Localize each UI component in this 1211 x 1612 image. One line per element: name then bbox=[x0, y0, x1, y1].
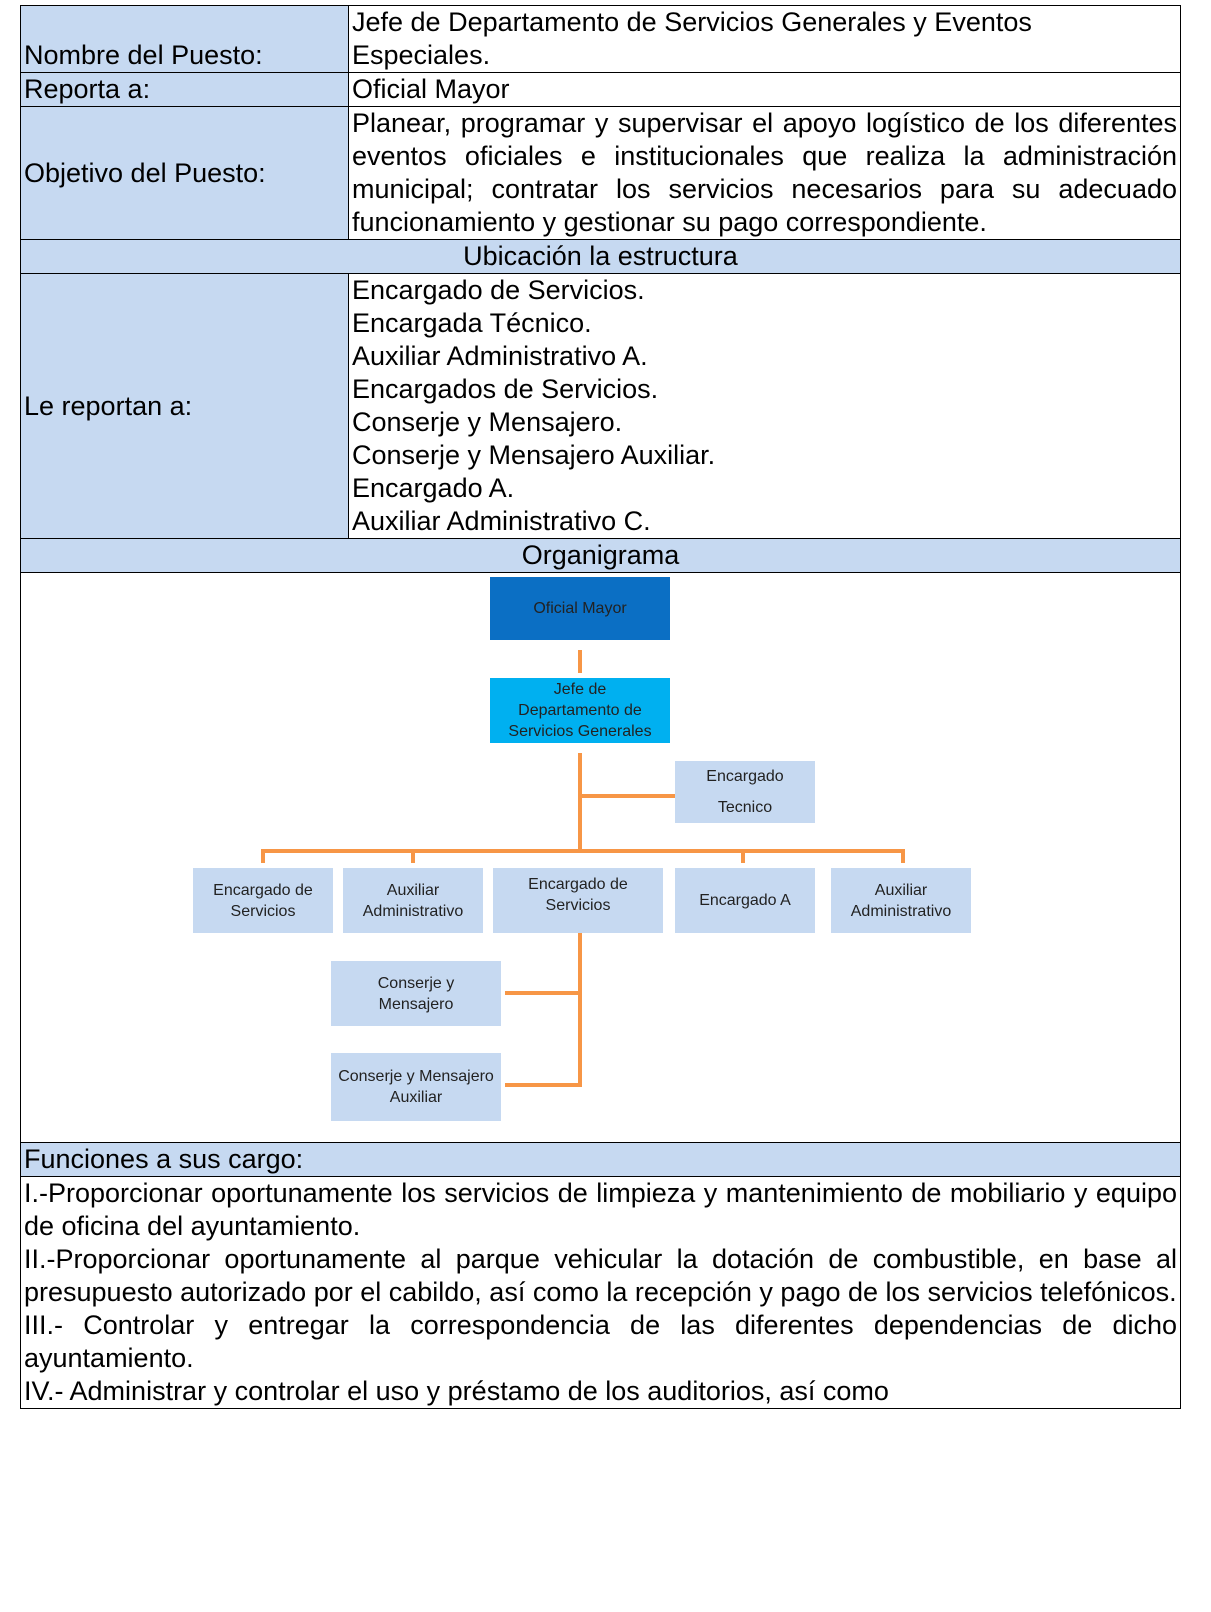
org-node: Auxiliar Administrativo bbox=[831, 868, 971, 933]
org-node: Conserje y Mensajero bbox=[331, 961, 501, 1026]
report-item: Encargado de Servicios. bbox=[352, 275, 645, 305]
section-heading: Ubicación la estructura bbox=[20, 239, 1181, 274]
report-item: Auxiliar Administrativo C. bbox=[352, 506, 651, 536]
row-label: Reporta a: bbox=[20, 72, 349, 107]
report-item: Encargados de Servicios. bbox=[352, 374, 659, 404]
report-item: Conserje y Mensajero. bbox=[352, 407, 623, 437]
org-chart: Oficial Mayor Jefe de Departamento de Se… bbox=[20, 572, 1181, 1143]
row-value: Oficial Mayor bbox=[348, 72, 1181, 107]
function-item: III.- Controlar y entregar la correspond… bbox=[24, 1310, 1177, 1373]
row-value: Planear, programar y supervisar el apoyo… bbox=[348, 106, 1181, 240]
connectors bbox=[261, 650, 905, 1087]
row-value: Jefe de Departamento de Servicios Genera… bbox=[348, 5, 1181, 73]
row-label: Le reportan a: bbox=[20, 273, 349, 539]
job-table: Nombre del Puesto: Jefe de Departamento d… bbox=[20, 5, 1181, 1409]
section-heading: Funciones a sus cargo: bbox=[20, 1142, 1181, 1177]
org-node: Encargado de Servicios bbox=[493, 868, 663, 933]
org-node: Encargado A bbox=[675, 868, 815, 933]
row-label: Objetivo del Puesto: bbox=[20, 106, 349, 240]
report-item: Encargada Técnico. bbox=[352, 308, 592, 338]
org-node: Jefe de Departamento de Servicios Genera… bbox=[490, 678, 670, 743]
org-node: Conserje y Mensajero Auxiliar bbox=[331, 1053, 501, 1121]
row-label: Nombre del Puesto: bbox=[20, 5, 349, 73]
report-list: Encargado de Servicios. Encargada Técnico… bbox=[348, 273, 1181, 539]
function-item: II.-Proporcionar oportunamente al parque… bbox=[24, 1244, 1177, 1307]
function-list: I.-Proporcionar oportunamente los servic… bbox=[20, 1176, 1181, 1409]
report-item: Encargado A. bbox=[352, 473, 515, 503]
function-item: I.-Proporcionar oportunamente los servic… bbox=[24, 1178, 1177, 1241]
section-heading: Organigrama bbox=[20, 538, 1181, 573]
report-item: Conserje y Mensajero Auxiliar. bbox=[352, 440, 716, 470]
org-node: Oficial Mayor bbox=[490, 577, 670, 640]
report-item: Auxiliar Administrativo A. bbox=[352, 341, 648, 371]
org-node: Encargado Tecnico bbox=[675, 761, 815, 823]
org-node: Encargado de Servicios bbox=[193, 868, 333, 933]
function-item: IV.- Administrar y controlar el uso y pr… bbox=[24, 1376, 889, 1406]
org-node: Auxiliar Administrativo bbox=[343, 868, 483, 933]
